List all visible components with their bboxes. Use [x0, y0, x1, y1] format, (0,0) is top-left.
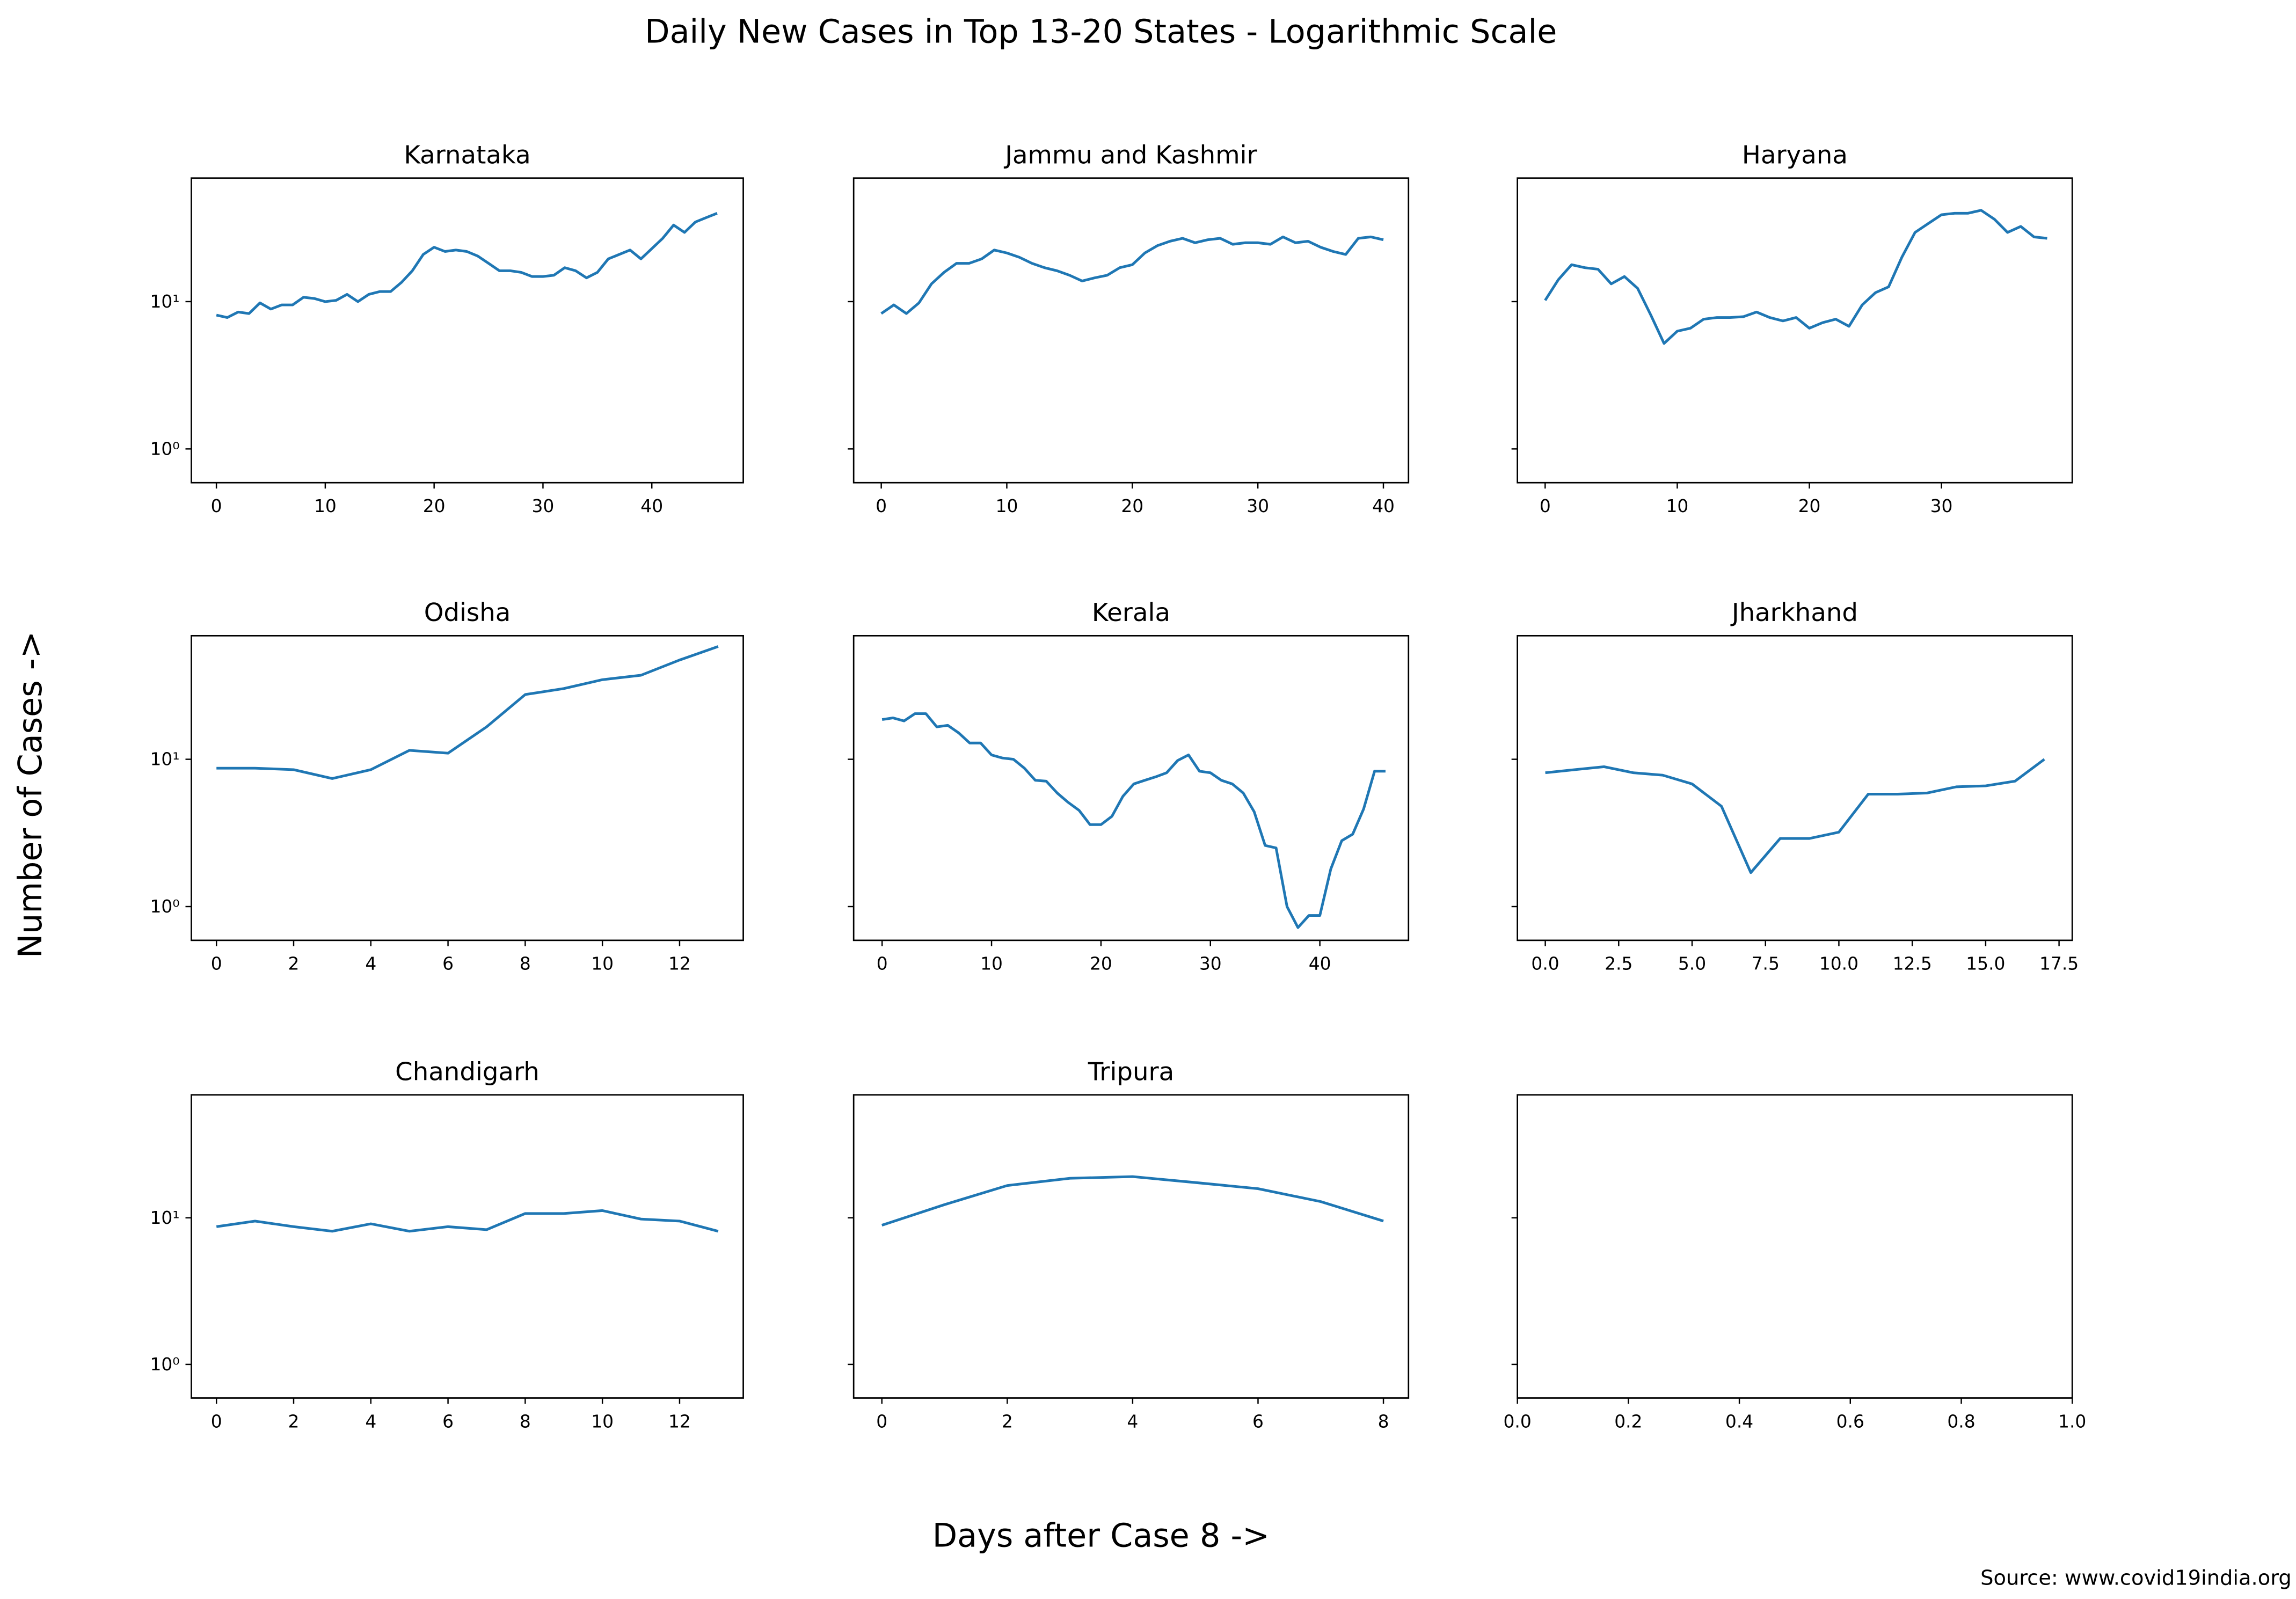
x-tick-label: 0.4	[1725, 1411, 1753, 1432]
axes-frame	[191, 634, 744, 941]
axes-frame	[852, 1094, 1410, 1399]
subplot-title: Karnataka	[404, 140, 530, 169]
subplot-title: Tripura	[1088, 1057, 1175, 1086]
figure-title: Daily New Cases in Top 13-20 States - Lo…	[645, 13, 1557, 51]
x-tick-label: 30	[1930, 495, 1953, 516]
x-tick-label: 2.5	[1605, 953, 1632, 974]
x-tick-label: 4	[365, 953, 376, 974]
y-tick-label: 10⁰	[150, 1354, 180, 1375]
axes-frame	[191, 1094, 744, 1399]
x-tick-label: 15.0	[1966, 953, 2005, 974]
x-tick-label: 10	[1666, 495, 1688, 516]
x-tick-label: 2	[1002, 1411, 1013, 1432]
x-tick-label: 20	[1090, 953, 1112, 974]
x-tick-label: 8	[1378, 1411, 1389, 1432]
x-tick-label: 20	[1121, 495, 1143, 516]
axes-frame	[191, 177, 744, 484]
x-tick-label: 2	[288, 1411, 300, 1432]
x-tick-label: 17.5	[2039, 953, 2079, 974]
x-tick-label: 0	[211, 953, 222, 974]
x-tick-label: 0	[876, 1411, 887, 1432]
subplot-title: Jharkhand	[1730, 598, 1858, 627]
x-tick-label: 6	[442, 1411, 454, 1432]
subplot-title: Jammu and Kashmir	[1003, 140, 1257, 169]
x-tick-label: 0.8	[1947, 1411, 1975, 1432]
data-line	[881, 712, 1386, 929]
x-tick-label: 20	[1798, 495, 1821, 516]
x-tick-label: 0.0	[1503, 1411, 1531, 1432]
x-tick-label: 2	[288, 953, 300, 974]
data-line	[880, 235, 1384, 315]
x-tick-label: 40	[640, 495, 663, 516]
y-tick-label: 10⁰	[150, 896, 180, 917]
axes-frame	[852, 177, 1410, 484]
data-line	[216, 1209, 719, 1233]
x-tick-label: 10	[591, 1411, 614, 1432]
subplot-title: Haryana	[1742, 140, 1848, 169]
x-tick-label: 0	[211, 1411, 222, 1432]
x-tick-label: 7.5	[1752, 953, 1780, 974]
data-line	[1545, 758, 2045, 874]
x-tick-label: 30	[1199, 953, 1222, 974]
y-tick-label: 10¹	[150, 1207, 180, 1228]
x-tick-label: 0	[876, 495, 887, 516]
data-line	[1544, 209, 2047, 345]
y-tick-label: 10¹	[150, 749, 180, 770]
subplot-title: Kerala	[1092, 598, 1170, 627]
x-tick-label: 4	[365, 1411, 376, 1432]
data-line	[216, 645, 719, 780]
axes-frame	[852, 634, 1410, 941]
x-tick-label: 30	[532, 495, 555, 516]
x-tick-label: 10.0	[1819, 953, 1858, 974]
subplot-title: Odisha	[424, 598, 511, 627]
x-tick-label: 0	[877, 953, 888, 974]
axes-frame	[1517, 634, 2073, 941]
axes-frame	[1517, 177, 2073, 484]
x-tick-label: 12.5	[1893, 953, 1932, 974]
x-tick-label: 6	[1252, 1411, 1264, 1432]
x-tick-label: 8	[520, 1411, 531, 1432]
x-tick-label: 10	[314, 495, 337, 516]
data-line	[881, 1175, 1384, 1226]
x-tick-label: 10	[996, 495, 1018, 516]
x-tick-label: 40	[1372, 495, 1395, 516]
y-tick-label: 10⁰	[150, 438, 180, 459]
x-tick-label: 8	[520, 953, 531, 974]
x-tick-label: 4	[1127, 1411, 1138, 1432]
x-axis-label: Days after Case 8 ->	[932, 1517, 1270, 1554]
x-tick-label: 12	[668, 953, 691, 974]
x-tick-label: 5.0	[1678, 953, 1706, 974]
x-tick-label: 12	[668, 1411, 691, 1432]
subplot-title: Chandigarh	[395, 1057, 540, 1086]
x-tick-label: 6	[442, 953, 454, 974]
y-axis-label: Number of Cases ->	[12, 631, 49, 958]
x-tick-label: 30	[1247, 495, 1269, 516]
source-note: Source: www.covid19india.org	[1980, 1566, 2292, 1590]
y-tick-label: 10¹	[150, 291, 180, 312]
x-tick-label: 0	[211, 495, 222, 516]
x-tick-label: 40	[1309, 953, 1331, 974]
x-tick-label: 0.0	[1531, 953, 1559, 974]
data-line	[216, 212, 718, 319]
x-tick-label: 10	[591, 953, 614, 974]
x-tick-label: 0.6	[1836, 1411, 1864, 1432]
x-tick-label: 0	[1540, 495, 1551, 516]
x-tick-label: 10	[980, 953, 1003, 974]
axes-frame	[1517, 1094, 2073, 1399]
x-tick-label: 0.2	[1614, 1411, 1642, 1432]
x-tick-label: 1.0	[2058, 1411, 2086, 1432]
x-tick-label: 20	[423, 495, 446, 516]
